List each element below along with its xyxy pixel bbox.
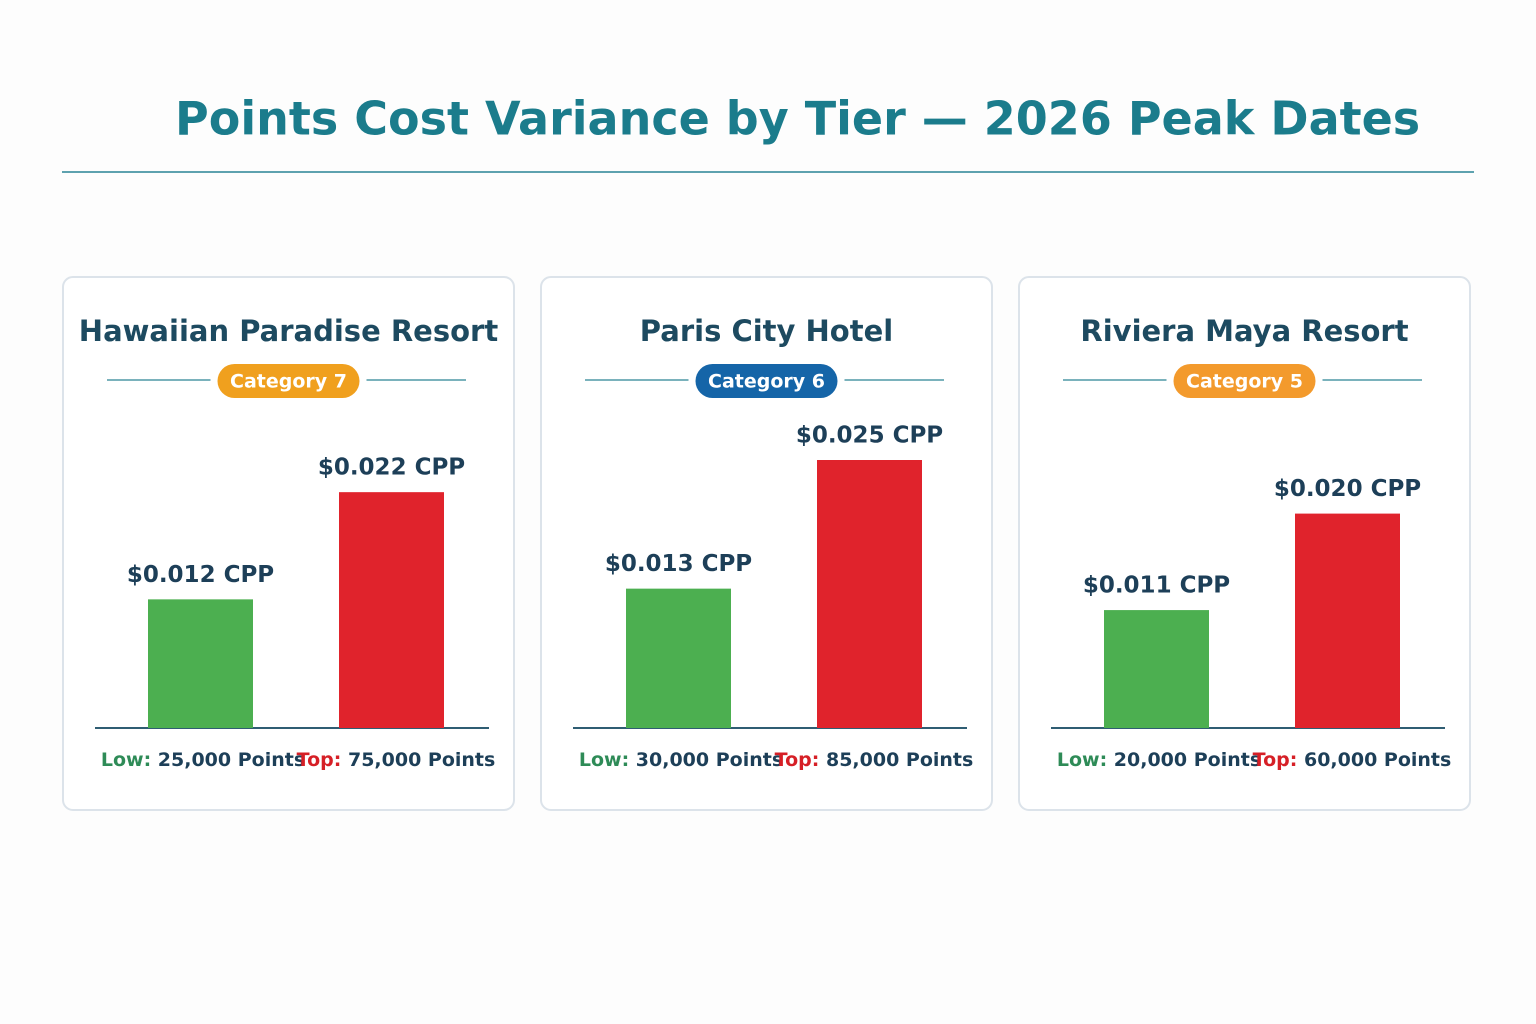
panel-title: Hawaiian Paradise Resort (79, 314, 499, 348)
value-label: $0.012 CPP (127, 562, 274, 588)
bar (148, 599, 253, 728)
category-name: Low: (101, 749, 151, 771)
category-name: Top: (775, 749, 820, 771)
bar (339, 492, 444, 728)
points-label: 75,000 Points (348, 749, 495, 771)
category-name: Low: (579, 749, 629, 771)
panel-card (1018, 276, 1471, 811)
panel: Paris City Hotel Category 6 $0.013 CPP Low:… (540, 276, 993, 811)
x-tick-label: Low: 30,000 Points (579, 749, 783, 771)
category-name: Top: (297, 749, 342, 771)
points-label: 30,000 Points (636, 749, 783, 771)
bar (1295, 513, 1400, 728)
category-badge (217, 364, 360, 398)
category-badge (695, 364, 838, 398)
x-tick-label: Top: 60,000 Points (1253, 749, 1452, 771)
value-label: $0.020 CPP (1274, 476, 1421, 502)
panel-title: Riviera Maya Resort (1080, 314, 1408, 348)
panel-card (540, 276, 993, 811)
panel-card (62, 276, 515, 811)
value-label: $0.025 CPP (796, 423, 943, 449)
points-label: 60,000 Points (1304, 749, 1451, 771)
bar (817, 460, 922, 728)
category-badge-label: Category 7 (230, 371, 347, 393)
category-name: Low: (1057, 749, 1107, 771)
points-label: 20,000 Points (1114, 749, 1261, 771)
x-tick-label: Top: 75,000 Points (297, 749, 496, 771)
category-badge-label: Category 6 (708, 371, 825, 393)
panel: Hawaiian Paradise Resort Category 7 $0.012… (62, 276, 515, 811)
category-badge-label: Category 5 (1186, 371, 1303, 393)
bar (1104, 610, 1209, 728)
panel: Riviera Maya Resort Category 5 $0.011 CPP L… (1018, 276, 1471, 811)
value-label: $0.022 CPP (318, 455, 465, 481)
bar (626, 588, 731, 728)
panel-title: Paris City Hotel (640, 314, 893, 348)
x-tick-label: Low: 20,000 Points (1057, 749, 1261, 771)
category-name: Top: (1253, 749, 1298, 771)
points-label: 25,000 Points (158, 749, 305, 771)
x-tick-label: Low: 25,000 Points (101, 749, 305, 771)
category-badge (1173, 364, 1316, 398)
page-title: Points Cost Variance by Tier — 2026 Peak… (175, 92, 1420, 146)
value-label: $0.013 CPP (605, 551, 752, 577)
x-tick-label: Top: 85,000 Points (775, 749, 974, 771)
value-label: $0.011 CPP (1083, 573, 1230, 599)
points-label: 85,000 Points (826, 749, 973, 771)
